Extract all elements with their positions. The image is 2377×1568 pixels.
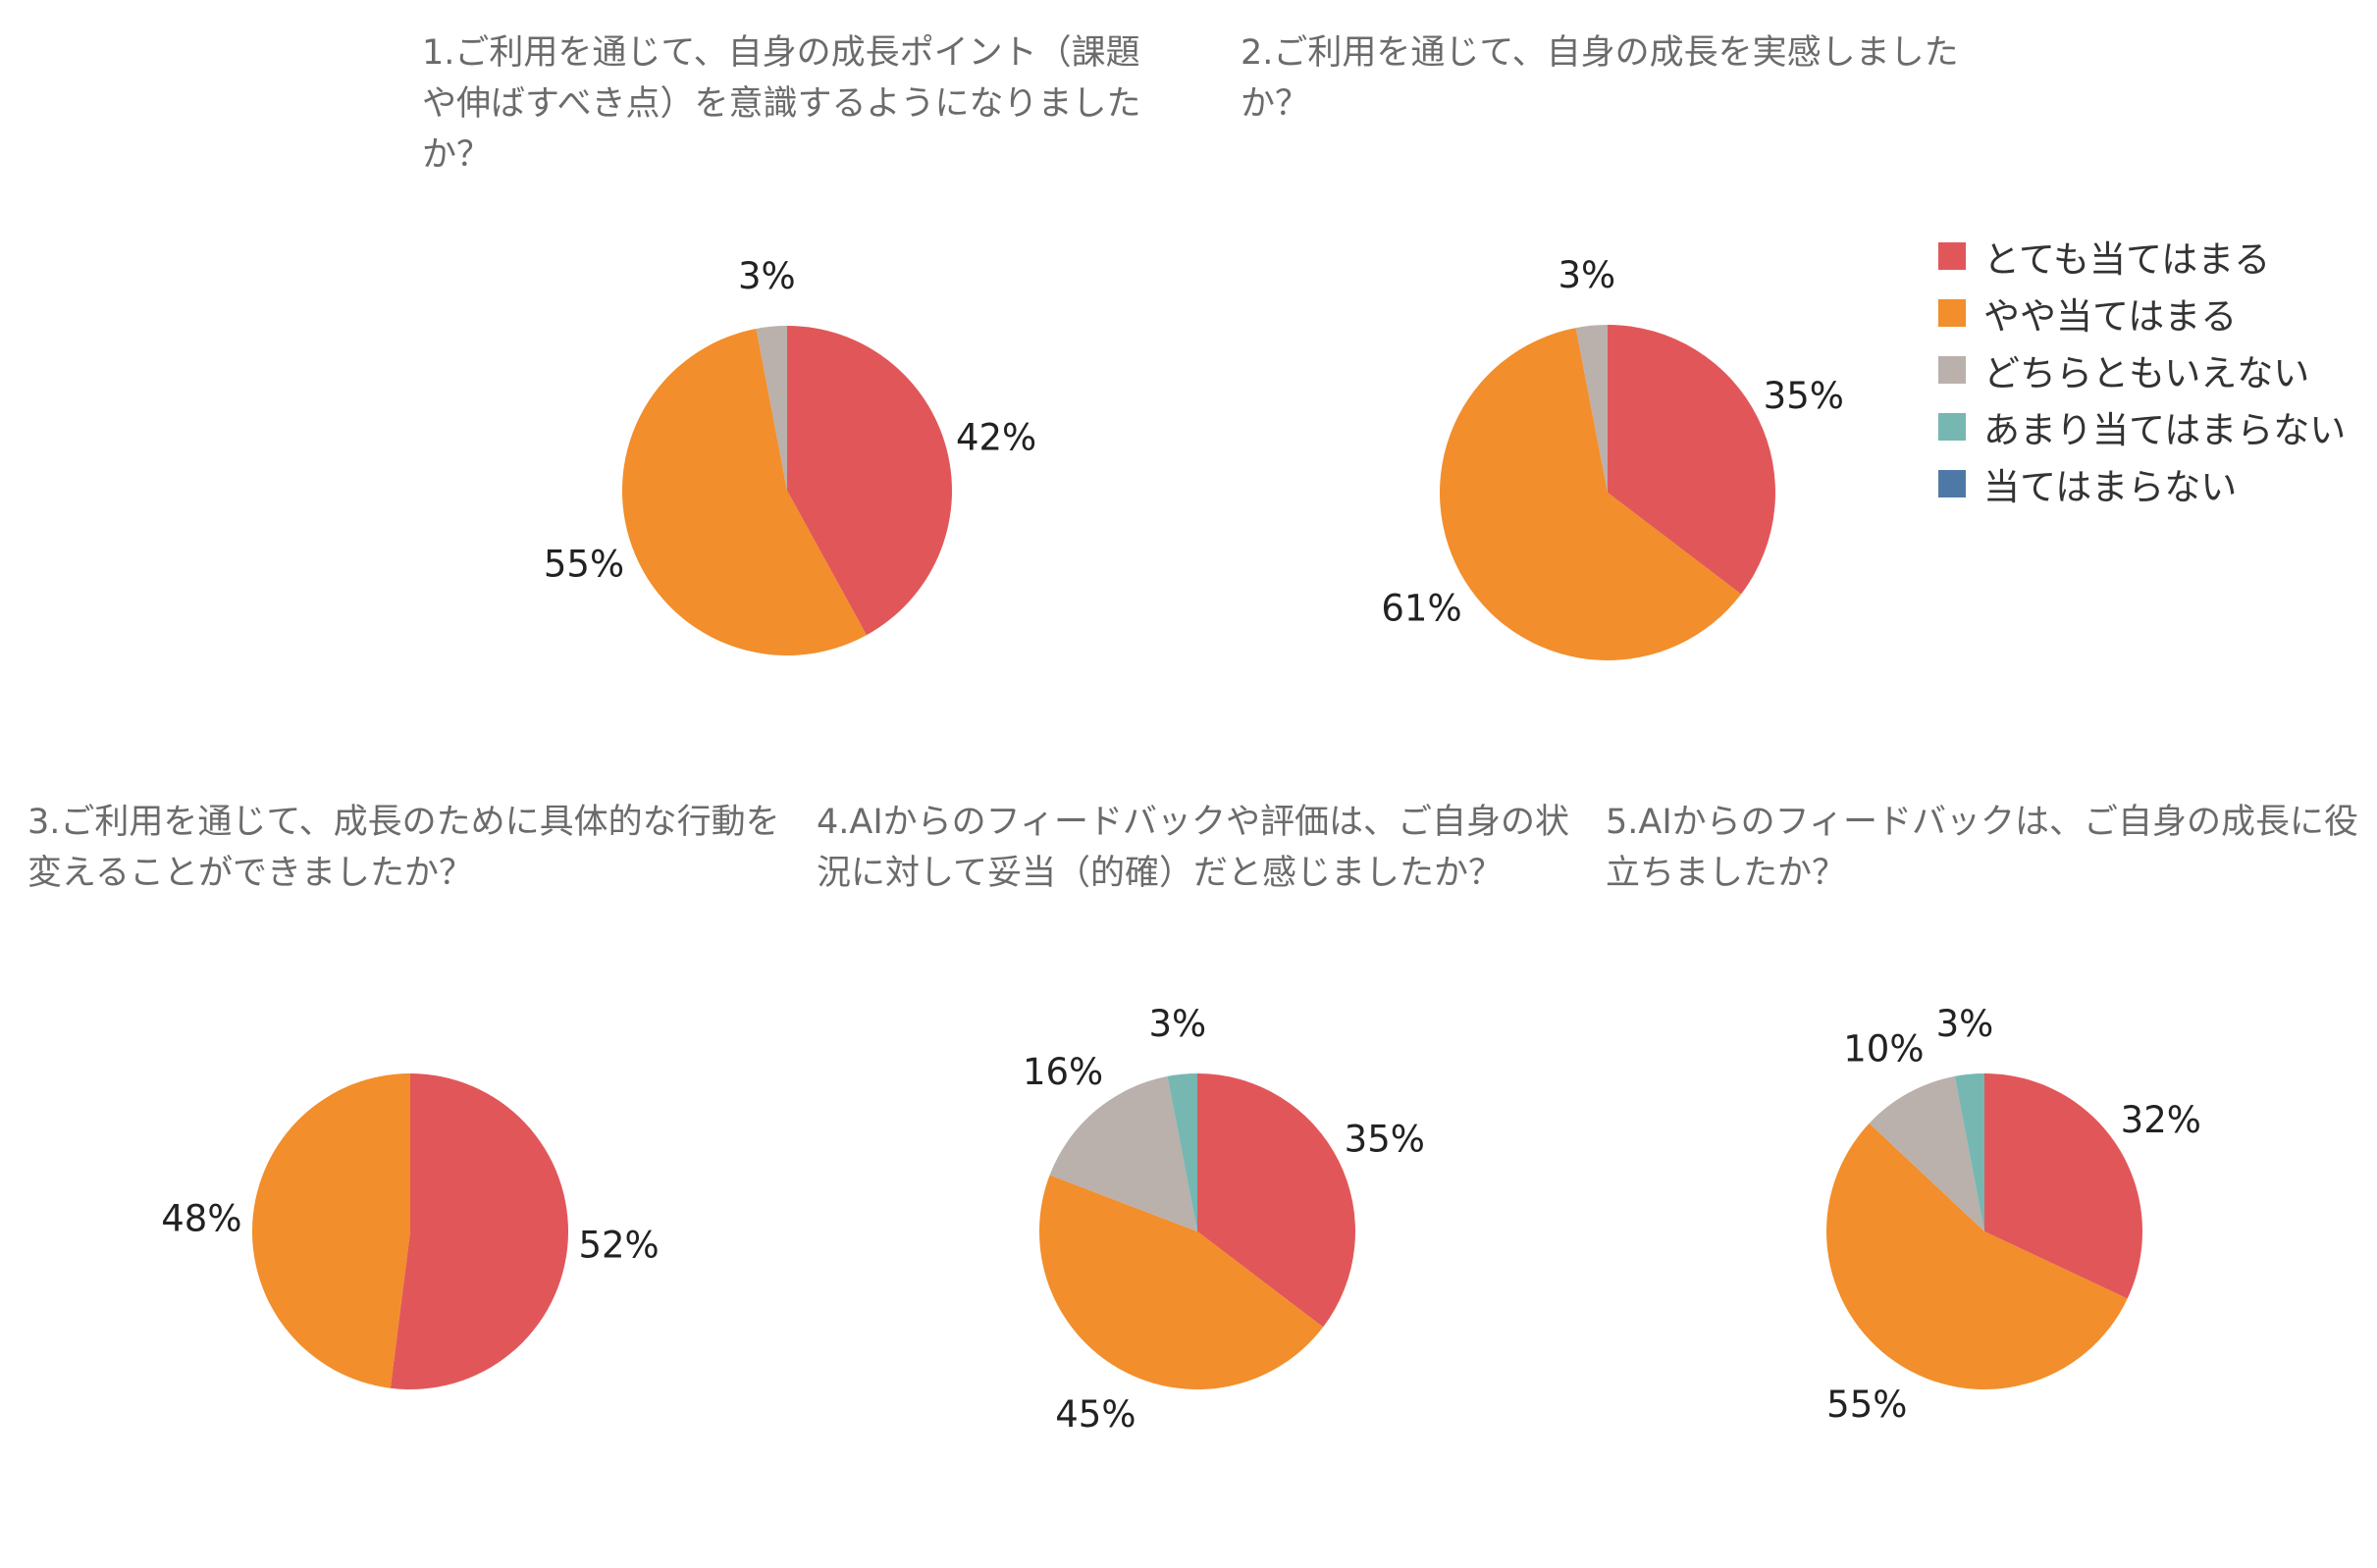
chart-title-3: 3.ご利用を通じて、成長のために具体的な行動を 変えることができましたか？ (27, 803, 780, 893)
pie-slice[interactable] (1608, 325, 1776, 595)
data-label: 3% (1148, 1003, 1206, 1045)
chart-title-5: 5.AIからのフィードバックは、ご自身の成長に役 立ちましたか？ (1606, 803, 2358, 893)
legend: とても当てはまる やや当てはまる どちらともいえない あまり当てはまらない 当て… (1938, 228, 2346, 512)
legend-label: 当てはまらない (1983, 466, 2238, 508)
legend-item[interactable]: あまり当てはまらない (1938, 398, 2346, 455)
legend-swatch (1938, 413, 1966, 441)
legend-swatch (1938, 356, 1966, 384)
legend-swatch (1938, 299, 1966, 327)
pie-slice[interactable] (787, 326, 952, 636)
pie-slice[interactable] (252, 1073, 410, 1388)
pie-slice[interactable] (390, 1073, 569, 1389)
legend-item[interactable]: 当てはまらない (1938, 455, 2346, 512)
chart-title-2: 2.ご利用を通じて、自身の成長を実感しました か？ (1241, 33, 1959, 124)
pie-slice[interactable] (1038, 1175, 1324, 1390)
data-label: 61% (1381, 588, 1461, 630)
legend-label: とても当てはまる (1983, 238, 2271, 281)
legend-swatch (1938, 470, 1966, 497)
chart-title-4: 4.AIからのフィードバックや評価は、ご自身の状 況に対して妥当（的確）だと感じ… (817, 803, 1569, 893)
legend-item[interactable]: どちらともいえない (1938, 341, 2346, 398)
data-label: 55% (1826, 1384, 1907, 1426)
data-label: 55% (544, 544, 624, 586)
legend-item[interactable]: とても当てはまる (1938, 228, 2346, 285)
data-label: 32% (2121, 1099, 2201, 1141)
legend-label: やや当てはまる (1983, 295, 2238, 338)
pie-slice[interactable] (1049, 1075, 1197, 1231)
data-label: 35% (1764, 375, 1844, 417)
data-label: 3% (1558, 254, 1615, 296)
legend-label: あまり当てはまらない (1983, 409, 2347, 451)
pie-slice[interactable] (756, 326, 787, 491)
pie-slice[interactable] (1869, 1075, 1984, 1231)
chart-title-1: 1.ご利用を通じて、自身の成長ポイント（課題 や伸ばすべき点）を意識するようにな… (422, 33, 1141, 175)
data-label: 3% (738, 255, 796, 297)
pie-slice[interactable] (1440, 328, 1742, 660)
legend-label: どちらともいえない (1983, 352, 2310, 394)
pie-slice[interactable] (1167, 1073, 1197, 1231)
pie-slice[interactable] (1984, 1073, 2143, 1299)
data-label: 52% (578, 1224, 659, 1266)
legend-swatch (1938, 242, 1966, 270)
data-label: 42% (956, 416, 1036, 458)
data-label: 45% (1055, 1393, 1136, 1436)
data-label: 10% (1843, 1027, 1924, 1070)
legend-item[interactable]: やや当てはまる (1938, 285, 2346, 341)
pie-slice[interactable] (1575, 325, 1608, 493)
data-label: 3% (1936, 1003, 1994, 1045)
pie-slice[interactable] (1197, 1073, 1355, 1328)
pie-slice[interactable] (621, 328, 867, 656)
data-label: 35% (1345, 1118, 1425, 1160)
data-label: 16% (1023, 1051, 1103, 1093)
pie-slice[interactable] (1825, 1123, 2128, 1390)
pie-slice[interactable] (1954, 1073, 1984, 1231)
data-label: 48% (161, 1198, 241, 1240)
